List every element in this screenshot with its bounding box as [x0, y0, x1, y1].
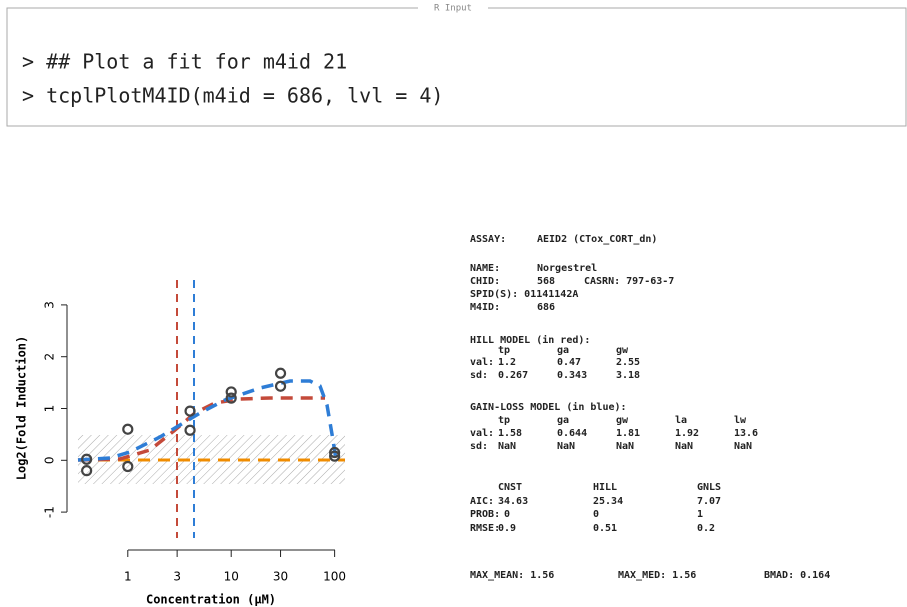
- info-text: Norgestrel: [537, 263, 597, 274]
- info-text: GAIN-LOSS MODEL (in blue):: [470, 401, 627, 413]
- info-text: 7.07: [697, 496, 721, 507]
- info-text: CNST: [498, 482, 522, 493]
- info-text: HILL: [593, 482, 617, 493]
- info-text: ga: [557, 345, 569, 356]
- info-text: RMSE:: [470, 523, 500, 534]
- y-tick-label: 3: [43, 301, 57, 309]
- y-tick-label: 1: [43, 405, 57, 413]
- info-text: 0.9: [498, 523, 516, 534]
- info-text: 0.343: [557, 370, 587, 381]
- data-point: [81, 453, 93, 465]
- data-point: [274, 367, 287, 379]
- info-text: NaN: [734, 441, 752, 452]
- input-title-bg: [418, 2, 488, 14]
- info-text: 0.644: [557, 428, 587, 439]
- info-text: NaN: [557, 441, 575, 452]
- info-text: AEID2 (CTox_CORT_dn): [537, 234, 657, 245]
- data-point: [225, 392, 237, 404]
- info-text: val:: [470, 428, 494, 439]
- data-point: [122, 423, 134, 435]
- x-tick-label: 30: [273, 570, 288, 584]
- info-text: 0: [593, 509, 599, 520]
- data-point: [225, 386, 237, 398]
- info-text: CASRN: 797-63-7: [584, 276, 674, 287]
- info-text: NaN: [498, 441, 516, 452]
- data-point: [329, 450, 341, 462]
- code-line: > tcplPlotM4ID(m4id = 686, lvl = 4): [22, 84, 443, 108]
- info-text: 1.58: [498, 428, 522, 439]
- data-point: [274, 380, 287, 392]
- info-text: 0.267: [498, 370, 528, 381]
- info-text: ASSAY:: [470, 234, 506, 245]
- x-axis-label: Concentration (µM): [146, 593, 276, 607]
- x-tick-label: 10: [224, 570, 239, 584]
- info-text: 13.6: [734, 428, 758, 439]
- info-text: val:: [470, 357, 494, 368]
- info-text: gw: [616, 345, 629, 356]
- info-text: NaN: [616, 441, 634, 452]
- info-text: 0.2: [697, 523, 715, 534]
- info-text: 2.55: [616, 357, 640, 368]
- info-text: 686: [537, 302, 555, 313]
- data-point: [122, 460, 134, 473]
- info-text: HILL MODEL (in red):: [470, 334, 590, 346]
- info-text: tp: [498, 345, 510, 356]
- data-point: [184, 405, 196, 417]
- info-text: sd:: [470, 441, 488, 452]
- info-text: lw: [734, 415, 747, 426]
- info-text: 568: [537, 276, 555, 287]
- info-text: 0: [504, 509, 510, 520]
- info-text: sd:: [470, 370, 488, 381]
- info-text: 1.81: [616, 428, 640, 439]
- info-text: BMAD: 0.164: [764, 570, 830, 581]
- info-text: ga: [557, 415, 569, 426]
- info-text: tp: [498, 415, 510, 426]
- y-tick-label: 0: [43, 456, 57, 464]
- data-point: [329, 446, 341, 459]
- y-axis-label: Log2(Fold Induction): [15, 336, 29, 481]
- y-tick-label: 2: [43, 353, 57, 361]
- code-line: > ## Plot a fit for m4id 21: [22, 50, 347, 74]
- info-text: NaN: [675, 441, 693, 452]
- info-text: SPID(S): 01141142A: [470, 289, 578, 300]
- info-text: 1.92: [675, 428, 699, 439]
- info-text: la: [675, 415, 687, 426]
- info-text: NAME:: [470, 263, 500, 274]
- info-text: MAX_MED: 1.56: [618, 570, 696, 581]
- info-text: AIC:: [470, 496, 494, 507]
- x-tick-label: 1: [124, 570, 132, 584]
- data-point: [184, 424, 196, 436]
- info-text: M4ID:: [470, 302, 500, 313]
- input-title: R Input: [434, 4, 472, 14]
- info-text: 1.2: [498, 357, 516, 368]
- info-text: 34.63: [498, 496, 528, 507]
- info-text: CHID:: [470, 276, 500, 287]
- data-point: [81, 465, 93, 477]
- x-tick-label: 100: [323, 570, 346, 584]
- info-text: 0.51: [593, 523, 617, 534]
- info-text: 1: [697, 509, 703, 520]
- info-text: PROB:: [470, 509, 500, 520]
- info-text: MAX_MEAN: 1.56: [470, 570, 554, 581]
- info-text: gw: [616, 415, 629, 426]
- info-text: 25.34: [593, 496, 623, 507]
- info-text: 0.47: [557, 357, 581, 368]
- info-text: 3.18: [616, 370, 640, 381]
- x-tick-label: 3: [173, 570, 181, 584]
- y-tick-label: -1: [43, 506, 57, 518]
- info-text: GNLS: [697, 482, 721, 493]
